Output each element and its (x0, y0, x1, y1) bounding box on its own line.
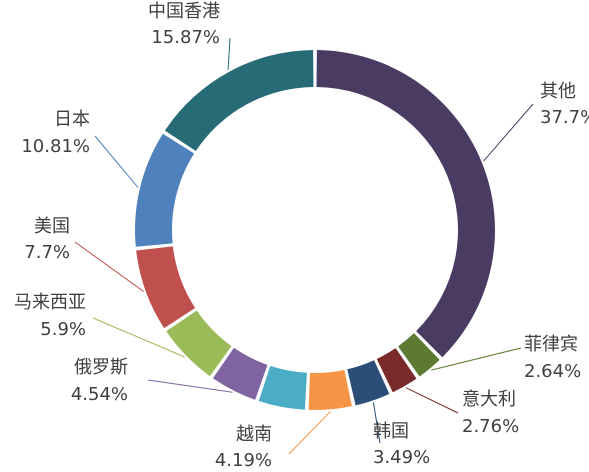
slice-俄罗斯 (212, 347, 268, 400)
label-name-菲律宾: 菲律宾 (524, 334, 578, 355)
slice-日本 (135, 133, 195, 247)
slice-菲律宾 (398, 333, 440, 377)
label-name-越南: 越南 (236, 424, 272, 445)
leader-line-意大利 (405, 387, 459, 414)
slice-越南 (308, 369, 352, 410)
label-value-马来西亚: 5.9% (40, 319, 86, 340)
leader-line-美国 (74, 241, 145, 293)
slice-美国 (136, 246, 196, 329)
label-value-越南: 4.19% (215, 450, 272, 471)
label-name-韩国: 韩国 (373, 421, 409, 442)
label-name-其他: 其他 (540, 81, 576, 102)
leader-lines-group (74, 37, 534, 455)
label-value-中国香港: 15.87% (151, 27, 220, 48)
label-name-美国: 美国 (34, 216, 70, 237)
leader-line-其他 (483, 103, 534, 162)
leader-line-俄罗斯 (147, 379, 233, 393)
label-name-俄罗斯: 俄罗斯 (74, 357, 128, 378)
leader-line-菲律宾 (431, 347, 522, 371)
leader-line-中国香港 (227, 37, 231, 71)
label-name-马来西亚: 马来西亚 (14, 292, 86, 313)
label-name-日本: 日本 (54, 109, 90, 130)
leader-line-韩国 (372, 402, 381, 444)
label-name-中国香港: 中国香港 (148, 1, 220, 22)
slice-中国香港 (164, 50, 314, 152)
label-value-意大利: 2.76% (462, 416, 519, 437)
label-value-其他: 37.7% (540, 107, 589, 128)
slice-unlabeled (258, 365, 307, 410)
leader-line-日本 (94, 135, 139, 188)
slices-group (135, 50, 496, 410)
leader-line-马来西亚 (92, 317, 185, 358)
label-value-韩国: 3.49% (373, 447, 430, 468)
label-value-美国: 7.7% (24, 242, 70, 263)
label-name-意大利: 意大利 (462, 389, 516, 410)
label-value-菲律宾: 2.64% (524, 361, 581, 382)
slice-其他 (316, 50, 496, 358)
label-value-俄罗斯: 4.54% (71, 384, 128, 405)
slice-意大利 (376, 348, 417, 393)
slice-马来西亚 (166, 310, 232, 377)
label-value-日本: 10.81% (21, 136, 90, 157)
leader-line-越南 (288, 410, 331, 455)
slice-韩国 (347, 360, 390, 406)
labels-group: 其他 37.7% 菲律宾 2.64% 意大利 2.76% 韩国 3.49% 越南 4.19% 俄罗斯… (14, 1, 589, 471)
